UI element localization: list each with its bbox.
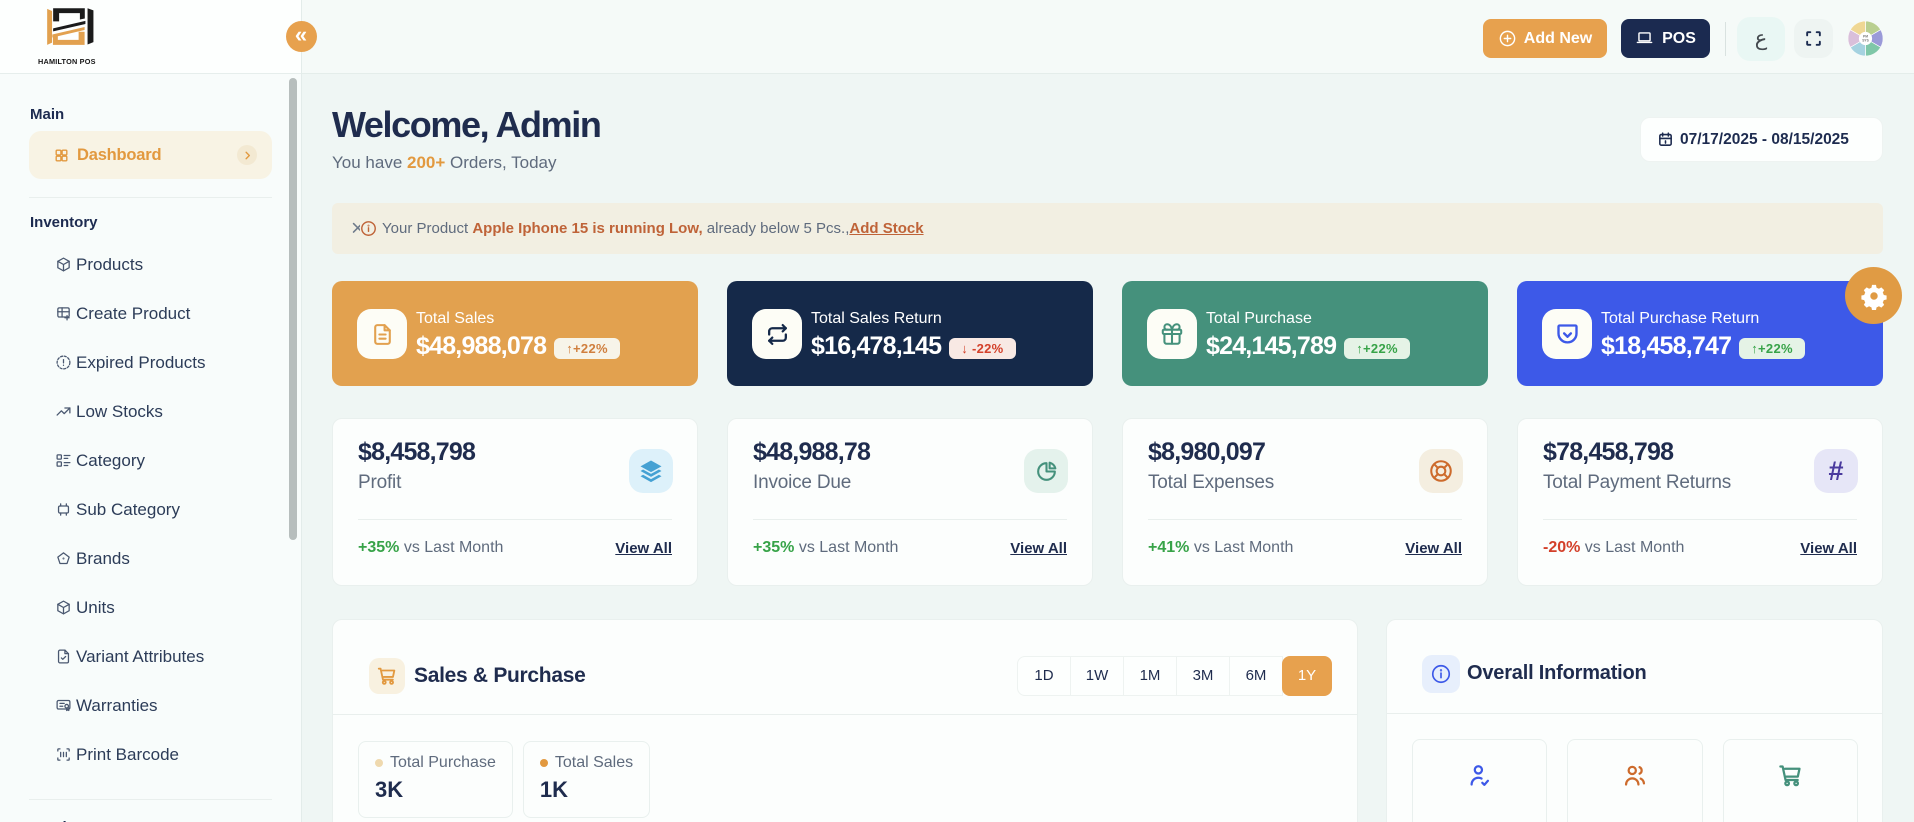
svg-text:SYS: SYS bbox=[1862, 38, 1869, 42]
svg-text:PM: PM bbox=[1863, 35, 1868, 39]
